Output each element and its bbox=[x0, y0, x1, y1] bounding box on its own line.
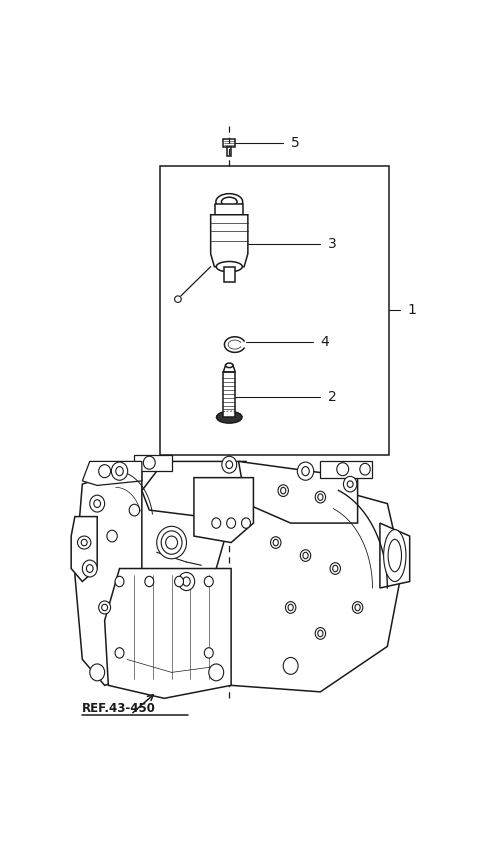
Ellipse shape bbox=[288, 604, 293, 610]
Ellipse shape bbox=[333, 566, 338, 572]
Polygon shape bbox=[321, 461, 372, 478]
Ellipse shape bbox=[352, 602, 363, 614]
Ellipse shape bbox=[318, 631, 323, 636]
Ellipse shape bbox=[115, 577, 124, 587]
Bar bbox=[160, 166, 389, 455]
Ellipse shape bbox=[175, 577, 183, 587]
Ellipse shape bbox=[161, 531, 182, 554]
Polygon shape bbox=[223, 365, 235, 372]
Ellipse shape bbox=[83, 560, 97, 577]
Ellipse shape bbox=[221, 197, 237, 207]
Text: 4: 4 bbox=[321, 335, 329, 349]
Ellipse shape bbox=[315, 491, 325, 503]
Ellipse shape bbox=[90, 495, 105, 512]
Ellipse shape bbox=[183, 577, 190, 586]
Ellipse shape bbox=[175, 296, 181, 303]
Ellipse shape bbox=[281, 487, 286, 494]
Ellipse shape bbox=[303, 552, 308, 559]
Polygon shape bbox=[83, 461, 142, 486]
Ellipse shape bbox=[90, 664, 105, 681]
Ellipse shape bbox=[216, 194, 243, 210]
Polygon shape bbox=[71, 517, 97, 582]
Ellipse shape bbox=[204, 577, 213, 587]
Ellipse shape bbox=[115, 647, 124, 658]
Ellipse shape bbox=[384, 529, 406, 582]
Ellipse shape bbox=[271, 537, 281, 549]
Bar bbox=[228, 147, 231, 156]
Ellipse shape bbox=[273, 540, 278, 545]
Polygon shape bbox=[215, 204, 243, 215]
Text: 2: 2 bbox=[328, 389, 336, 404]
Polygon shape bbox=[75, 464, 172, 685]
Text: 3: 3 bbox=[328, 237, 336, 251]
Ellipse shape bbox=[347, 481, 353, 487]
Ellipse shape bbox=[156, 526, 186, 559]
Ellipse shape bbox=[300, 550, 311, 561]
Text: 1: 1 bbox=[408, 303, 417, 318]
Polygon shape bbox=[223, 372, 235, 417]
Ellipse shape bbox=[144, 456, 155, 470]
Ellipse shape bbox=[222, 456, 237, 473]
Ellipse shape bbox=[226, 363, 233, 368]
Ellipse shape bbox=[212, 518, 221, 529]
Text: REF.43-450: REF.43-450 bbox=[83, 701, 156, 715]
Ellipse shape bbox=[297, 462, 314, 481]
Polygon shape bbox=[239, 461, 358, 523]
Bar bbox=[223, 139, 235, 147]
Ellipse shape bbox=[116, 467, 123, 475]
Ellipse shape bbox=[337, 463, 348, 475]
Polygon shape bbox=[142, 461, 246, 517]
Text: 5: 5 bbox=[290, 136, 300, 150]
Ellipse shape bbox=[77, 536, 91, 549]
Ellipse shape bbox=[107, 530, 117, 542]
Ellipse shape bbox=[94, 500, 100, 507]
Polygon shape bbox=[105, 568, 231, 698]
Ellipse shape bbox=[330, 562, 340, 574]
Ellipse shape bbox=[388, 540, 401, 572]
Ellipse shape bbox=[286, 602, 296, 614]
Ellipse shape bbox=[344, 476, 357, 492]
Ellipse shape bbox=[178, 572, 195, 591]
Polygon shape bbox=[380, 523, 410, 588]
Ellipse shape bbox=[216, 261, 242, 272]
Ellipse shape bbox=[204, 647, 213, 658]
Polygon shape bbox=[134, 455, 172, 471]
Ellipse shape bbox=[99, 464, 110, 478]
Polygon shape bbox=[224, 266, 235, 282]
Ellipse shape bbox=[318, 494, 323, 501]
Ellipse shape bbox=[226, 461, 233, 469]
Ellipse shape bbox=[355, 604, 360, 610]
Polygon shape bbox=[194, 478, 253, 543]
Ellipse shape bbox=[102, 604, 108, 610]
Ellipse shape bbox=[129, 504, 140, 516]
Ellipse shape bbox=[227, 518, 236, 529]
Ellipse shape bbox=[216, 411, 242, 423]
Ellipse shape bbox=[302, 467, 309, 475]
Ellipse shape bbox=[315, 627, 325, 639]
Ellipse shape bbox=[86, 565, 93, 572]
Ellipse shape bbox=[360, 464, 370, 475]
Ellipse shape bbox=[278, 485, 288, 497]
Polygon shape bbox=[211, 215, 248, 266]
Ellipse shape bbox=[111, 462, 128, 481]
Ellipse shape bbox=[283, 658, 298, 674]
Ellipse shape bbox=[99, 601, 110, 614]
Ellipse shape bbox=[209, 664, 224, 681]
Polygon shape bbox=[202, 464, 402, 692]
Ellipse shape bbox=[145, 577, 154, 587]
Ellipse shape bbox=[166, 536, 178, 549]
Ellipse shape bbox=[81, 540, 87, 545]
Ellipse shape bbox=[241, 518, 251, 529]
